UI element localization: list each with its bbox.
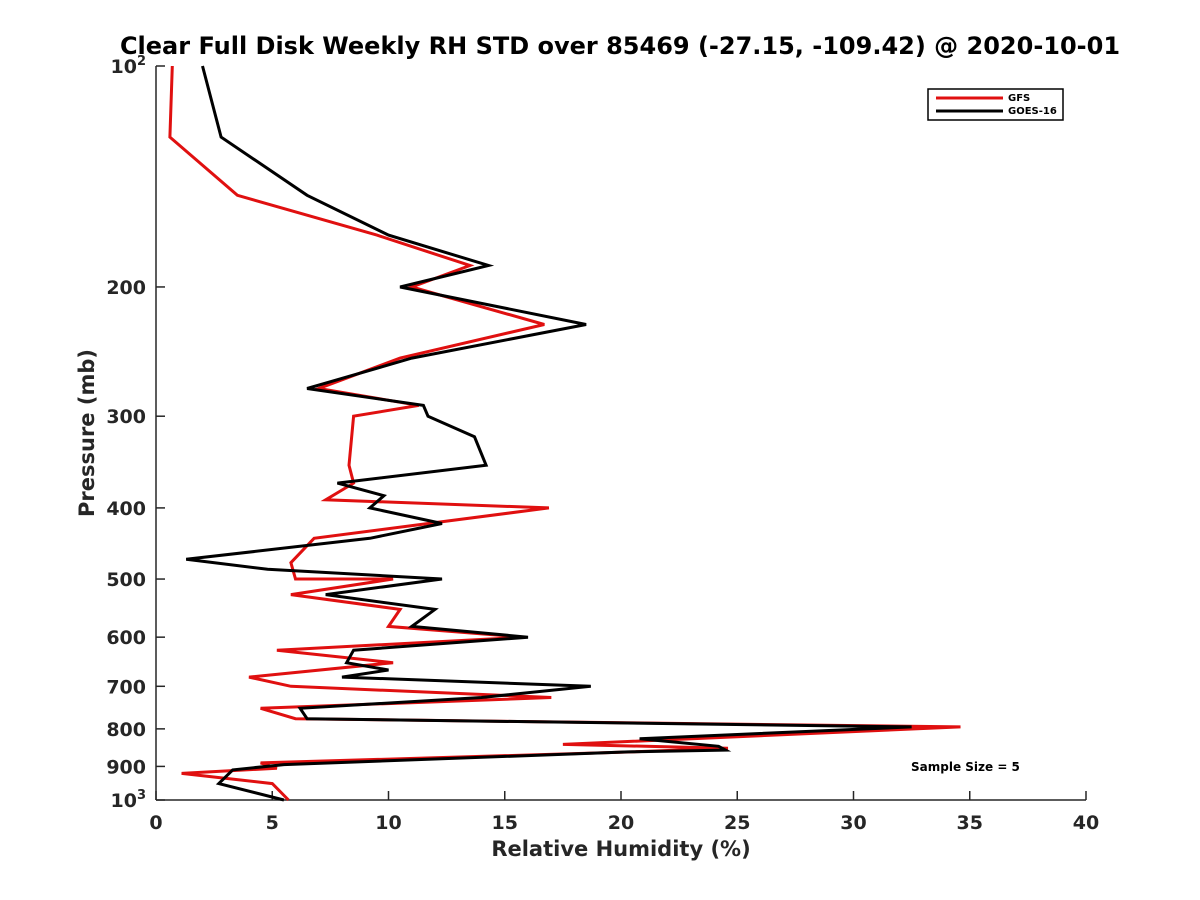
x-tick-group: 0 5 10 15 20 25 30 35 40 [149, 791, 1099, 834]
series-line-gfs [168, 65, 961, 802]
y-tick-label: 400 [106, 498, 146, 520]
x-tick-label: 30 [840, 812, 866, 834]
y-tick-label: 600 [106, 627, 146, 649]
x-tick-label: 10 [375, 812, 401, 834]
y-tick-label: 103 [111, 788, 147, 812]
y-tick-base: 10 [111, 56, 137, 78]
legend: GFS GOES-16 [927, 88, 1064, 121]
y-tick-base: 10 [111, 790, 137, 812]
series-line-goes16 [186, 65, 912, 802]
y-tick-label: 102 [111, 54, 147, 78]
plot-axes [155, 66, 1086, 801]
y-tick-label: 500 [106, 569, 146, 591]
chart-title: Clear Full Disk Weekly RH STD over 85469… [120, 32, 1120, 60]
legend-box [927, 88, 1064, 121]
y-tick-label: 900 [106, 756, 146, 778]
y-tick-label: 700 [106, 676, 146, 698]
x-tick-label: 15 [492, 812, 518, 834]
x-tick-label: 0 [149, 812, 162, 834]
legend-label-goes16: GOES-16 [1008, 106, 1057, 117]
x-tick-label: 35 [957, 812, 983, 834]
y-tick-label: 200 [106, 277, 146, 299]
x-tick-label: 5 [266, 812, 279, 834]
y-tick-exponent: 2 [137, 54, 146, 69]
series-lines [168, 65, 961, 802]
y-tick-label: 300 [106, 406, 146, 428]
legend-label-gfs: GFS [1008, 93, 1030, 104]
x-tick-label: 25 [724, 812, 750, 834]
sample-size-annotation: Sample Size = 5 [911, 760, 1020, 774]
x-tick-label: 20 [608, 812, 634, 834]
y-axis-label: Pressure (mb) [75, 349, 99, 517]
y-tick-exponent: 3 [137, 788, 146, 803]
x-axis-label: Relative Humidity (%) [491, 837, 750, 861]
x-tick-label: 40 [1073, 812, 1099, 834]
y-tick-label: 800 [106, 719, 146, 741]
